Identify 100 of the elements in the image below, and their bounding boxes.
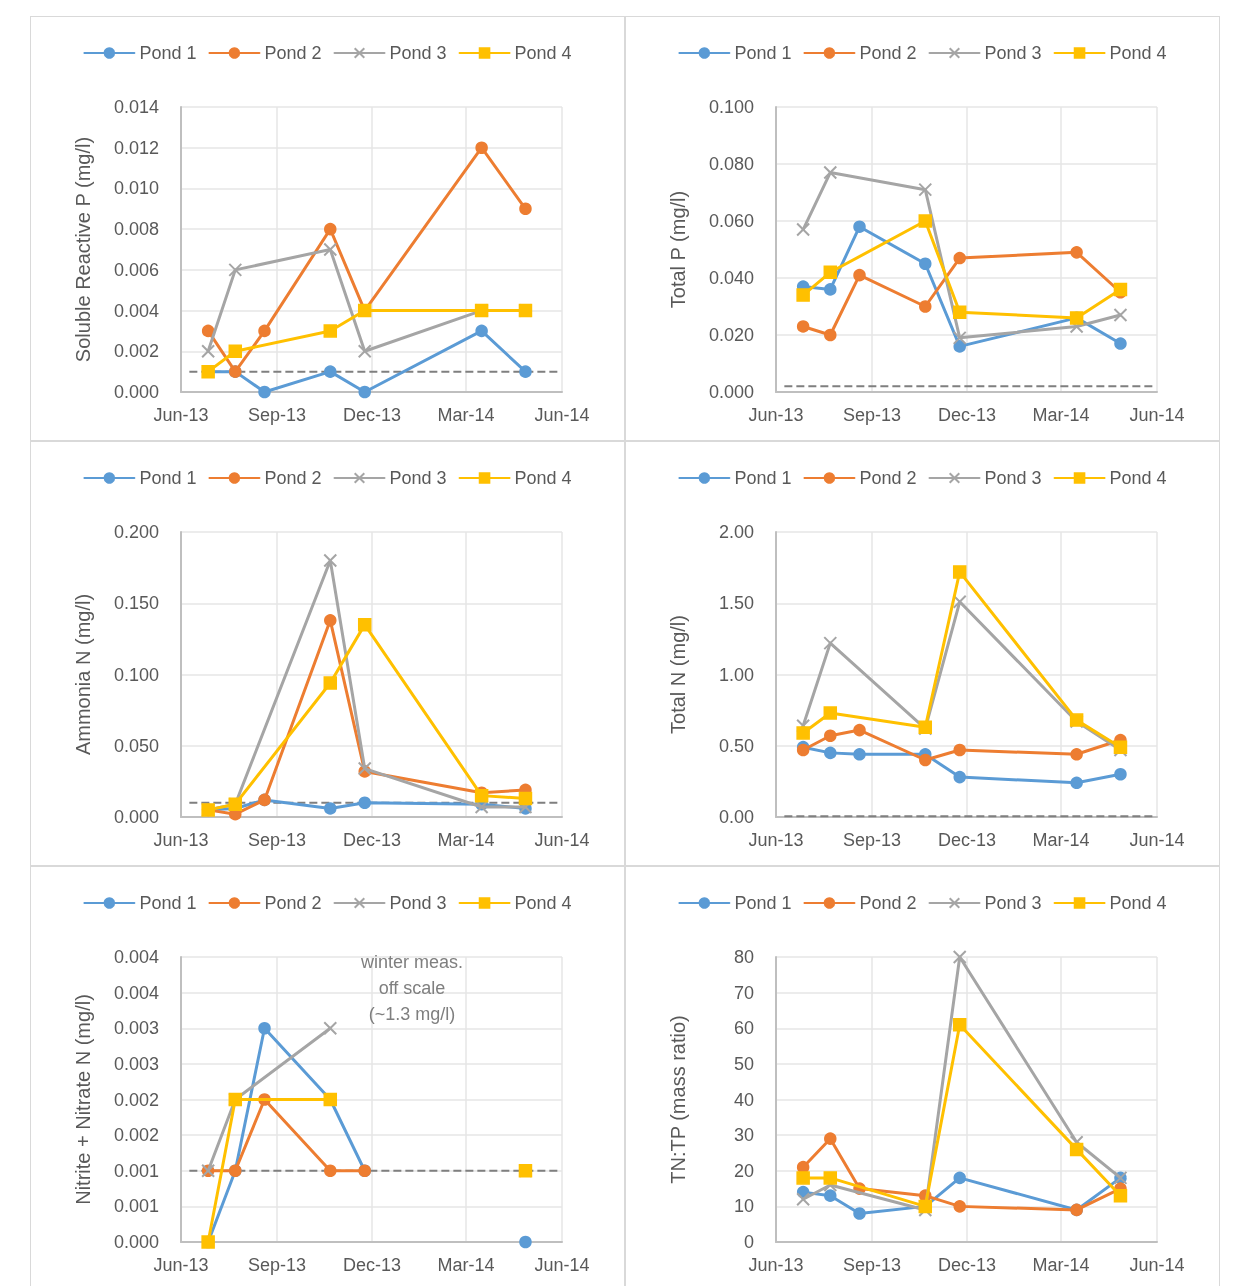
x-tick-label: Dec-13 — [343, 405, 402, 425]
legend-label: Pond 4 — [514, 43, 572, 63]
legend-label: Pond 3 — [389, 893, 447, 913]
x-tick-label: Dec-13 — [343, 830, 402, 850]
x-tick-label: Sep-13 — [843, 830, 902, 850]
legend-label: Pond 3 — [984, 468, 1042, 488]
y-tick-label: 0 — [743, 1232, 754, 1252]
x-tick-label: Mar-14 — [1032, 405, 1090, 425]
x-tick-label: Dec-13 — [938, 405, 997, 425]
legend-label: Pond 2 — [264, 43, 322, 63]
x-tick-label: Jun-13 — [748, 830, 804, 850]
y-tick-label: 0.000 — [113, 382, 159, 402]
y-tick-label: 0.014 — [113, 97, 159, 117]
y-tick-label: 40 — [733, 1089, 754, 1110]
y-axis-title: TN:TP (mass ratio) — [667, 1015, 689, 1184]
y-tick-label: 0.001 — [113, 1160, 159, 1181]
y-tick-label: 0.200 — [113, 522, 159, 542]
x-tick-label: Jun-13 — [748, 405, 804, 425]
legend-label: Pond 4 — [1109, 43, 1167, 63]
x-tick-label: Sep-13 — [248, 830, 307, 850]
x-tick-label: Jun-13 — [153, 405, 209, 425]
y-tick-label: 0.010 — [113, 178, 159, 199]
legend-label: Pond 1 — [734, 43, 792, 63]
x-tick-label: Jun-14 — [534, 405, 590, 425]
y-tick-label: 0.004 — [113, 982, 159, 1003]
x-tick-label: Mar-14 — [437, 830, 495, 850]
y-tick-label: 0.100 — [113, 664, 159, 685]
y-tick-label: 0.003 — [113, 1053, 159, 1074]
annotation: winter meas. off scale (~1.3 mg/l) — [359, 952, 464, 1024]
legend-label: Pond 4 — [514, 468, 572, 488]
y-tick-label: 10 — [733, 1196, 754, 1217]
y-tick-label: 0.080 — [708, 154, 754, 174]
y-axis-title: Soluble Reactive P (mg/l) — [72, 136, 94, 363]
x-tick-label: Jun-14 — [1129, 405, 1185, 425]
y-tick-label: 0.008 — [113, 219, 159, 240]
legend-label: Pond 1 — [734, 468, 792, 488]
y-tick-label: 60 — [733, 1018, 754, 1039]
legend-label: Pond 2 — [859, 893, 917, 913]
y-tick-label: 50 — [733, 1053, 754, 1074]
legend-label: Pond 3 — [984, 893, 1042, 913]
y-axis-title: Nitrite + Nitrate N (mg/l) — [72, 994, 94, 1205]
y-tick-label: 0.150 — [113, 593, 159, 614]
y-tick-label: 20 — [733, 1160, 754, 1181]
legend-label: Pond 4 — [1109, 893, 1167, 913]
x-tick-label: Jun-13 — [153, 1255, 209, 1275]
y-axis-title: Ammonia N (mg/l) — [72, 593, 94, 756]
legend-label: Pond 4 — [1109, 468, 1167, 488]
x-tick-label: Mar-14 — [437, 1255, 495, 1275]
x-tick-label: Jun-14 — [1129, 1255, 1185, 1275]
y-tick-label: 0.040 — [708, 268, 754, 288]
y-tick-label: 0.004 — [113, 947, 159, 967]
legend-label: Pond 3 — [984, 43, 1042, 63]
y-tick-label: 70 — [733, 982, 754, 1003]
y-tick-label: 0.020 — [708, 325, 754, 345]
y-tick-label: 0.012 — [113, 137, 159, 158]
x-tick-label: Dec-13 — [938, 830, 997, 850]
y-tick-label: 0.000 — [113, 807, 159, 827]
x-tick-label: Mar-14 — [437, 405, 495, 425]
y-tick-label: 30 — [733, 1125, 754, 1146]
y-tick-label: 0.002 — [113, 1125, 159, 1146]
x-tick-label: Sep-13 — [248, 1255, 307, 1275]
x-tick-label: Jun-14 — [534, 1255, 590, 1275]
y-tick-label: 0.50 — [718, 735, 754, 756]
legend-label: Pond 1 — [139, 43, 197, 63]
y-tick-label: 0.050 — [113, 735, 159, 756]
legend-label: Pond 1 — [734, 893, 792, 913]
x-tick-label: Jun-13 — [153, 830, 209, 850]
y-axis-title: Total N (mg/l) — [667, 615, 689, 734]
x-tick-label: Jun-13 — [748, 1255, 804, 1275]
x-tick-label: Jun-14 — [534, 830, 590, 850]
legend-label: Pond 3 — [389, 43, 447, 63]
y-tick-label: 80 — [733, 947, 754, 967]
x-tick-label: Jun-14 — [1129, 830, 1185, 850]
y-tick-label: 0.000 — [708, 382, 754, 402]
y-tick-label: 1.50 — [718, 593, 754, 614]
x-tick-label: Dec-13 — [938, 1255, 997, 1275]
y-tick-label: 1.00 — [718, 664, 754, 685]
legend-label: Pond 2 — [264, 468, 322, 488]
y-tick-label: 0.004 — [113, 300, 159, 321]
x-tick-label: Sep-13 — [843, 405, 902, 425]
x-tick-label: Sep-13 — [248, 405, 307, 425]
y-axis-title: Total P (mg/l) — [667, 190, 689, 309]
legend-label: Pond 2 — [859, 468, 917, 488]
y-tick-label: 2.00 — [718, 522, 754, 542]
y-tick-label: 0.001 — [113, 1196, 159, 1217]
x-tick-label: Mar-14 — [1032, 830, 1090, 850]
x-tick-label: Sep-13 — [843, 1255, 902, 1275]
y-tick-label: 0.060 — [708, 211, 754, 231]
legend-label: Pond 2 — [859, 43, 917, 63]
y-tick-label: 0.000 — [113, 1232, 159, 1252]
y-tick-label: 0.100 — [708, 97, 754, 117]
legend-label: Pond 3 — [389, 468, 447, 488]
x-tick-label: Mar-14 — [1032, 1255, 1090, 1275]
legend-label: Pond 1 — [139, 468, 197, 488]
legend-label: Pond 4 — [514, 893, 572, 913]
legend-label: Pond 1 — [139, 893, 197, 913]
legend-label: Pond 2 — [264, 893, 322, 913]
y-tick-label: 0.002 — [113, 1089, 159, 1110]
x-tick-label: Dec-13 — [343, 1255, 402, 1275]
y-tick-label: 0.00 — [718, 807, 754, 827]
